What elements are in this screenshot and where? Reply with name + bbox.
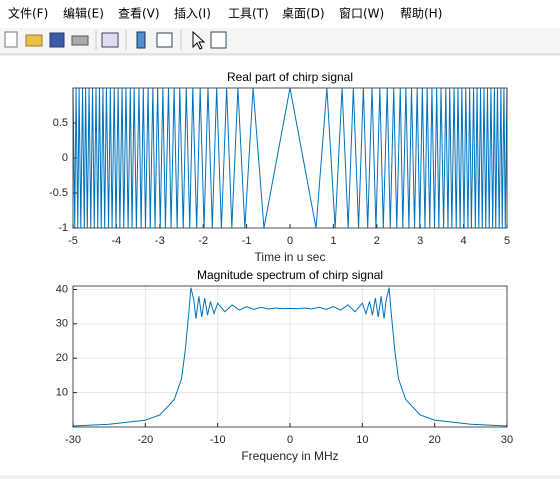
axes-frame	[72, 87, 508, 229]
data-line	[72, 287, 508, 427]
legend-icon[interactable]	[156, 32, 173, 48]
x-tick-label: -5	[68, 235, 78, 247]
pointer-icon[interactable]	[192, 30, 206, 50]
menu-item[interactable]: 桌面(D)	[282, 7, 325, 21]
x-tick-label: 0	[287, 434, 293, 446]
x-tick-label: 0	[287, 235, 293, 247]
menu-item[interactable]: 工具(T)	[228, 7, 269, 21]
menu: 文件(F) 编辑(E) 查看(V) 插入(I) 工具(T) 桌面(D) 窗口(W) 帮助(H)	[8, 6, 442, 21]
y-tick-label: 30	[56, 318, 68, 330]
x-tick-label: -1	[242, 235, 252, 247]
new-icon[interactable]	[4, 31, 18, 48]
menu-item[interactable]: 文件(F)	[8, 6, 48, 21]
save-icon[interactable]	[49, 32, 65, 48]
menu-item[interactable]: 帮助(H)	[400, 7, 442, 21]
property-icon[interactable]	[210, 31, 227, 49]
x-tick-label: 3	[417, 235, 423, 247]
menu-bar	[0, 0, 560, 28]
x-axis-label: Frequency in MHz	[241, 449, 338, 463]
x-tick-label: -2	[198, 235, 208, 247]
print-icon[interactable]	[71, 35, 89, 46]
y-tick-label: 0	[62, 152, 68, 164]
x-tick-label: 30	[501, 434, 513, 446]
x-tick-label: 5	[504, 235, 510, 247]
plot-clip	[72, 287, 508, 427]
toolbar-icons	[4, 30, 227, 50]
menu-item[interactable]: 编辑(E)	[63, 6, 104, 21]
axes-frame	[72, 285, 508, 428]
y-tick-label: 0.5	[53, 117, 68, 129]
x-tick-label: 10	[356, 434, 368, 446]
y-tick-label: 40	[56, 283, 68, 295]
x-tick-label: -3	[155, 235, 165, 247]
x-tick-label: -20	[137, 434, 153, 446]
link-icon[interactable]	[101, 32, 119, 48]
menu-item[interactable]: 窗口(W)	[339, 7, 384, 21]
menu-item[interactable]: 插入(I)	[174, 7, 211, 21]
toolbar	[0, 28, 560, 54]
colorbar-icon[interactable]	[136, 31, 146, 49]
chart-title: Real part of chirp signal	[227, 70, 353, 84]
x-axis-label: Time in u sec	[255, 250, 326, 264]
x-tick-label: 2	[374, 235, 380, 247]
menu-item[interactable]: 查看(V)	[118, 7, 160, 21]
x-tick-label: -30	[65, 434, 81, 446]
x-tick-label: 4	[461, 235, 467, 247]
open-icon[interactable]	[25, 34, 43, 47]
y-tick-label: -1	[58, 222, 68, 234]
x-tick-label: 1	[330, 235, 336, 247]
x-tick-label: -10	[210, 434, 226, 446]
y-tick-label: 10	[56, 387, 68, 399]
x-tick-label: -4	[112, 235, 122, 247]
chart-title: Magnitude spectrum of chirp signal	[197, 268, 383, 282]
y-tick-label: 20	[56, 352, 68, 364]
x-tick-label: 20	[429, 434, 441, 446]
y-tick-label: -0.5	[49, 187, 68, 199]
